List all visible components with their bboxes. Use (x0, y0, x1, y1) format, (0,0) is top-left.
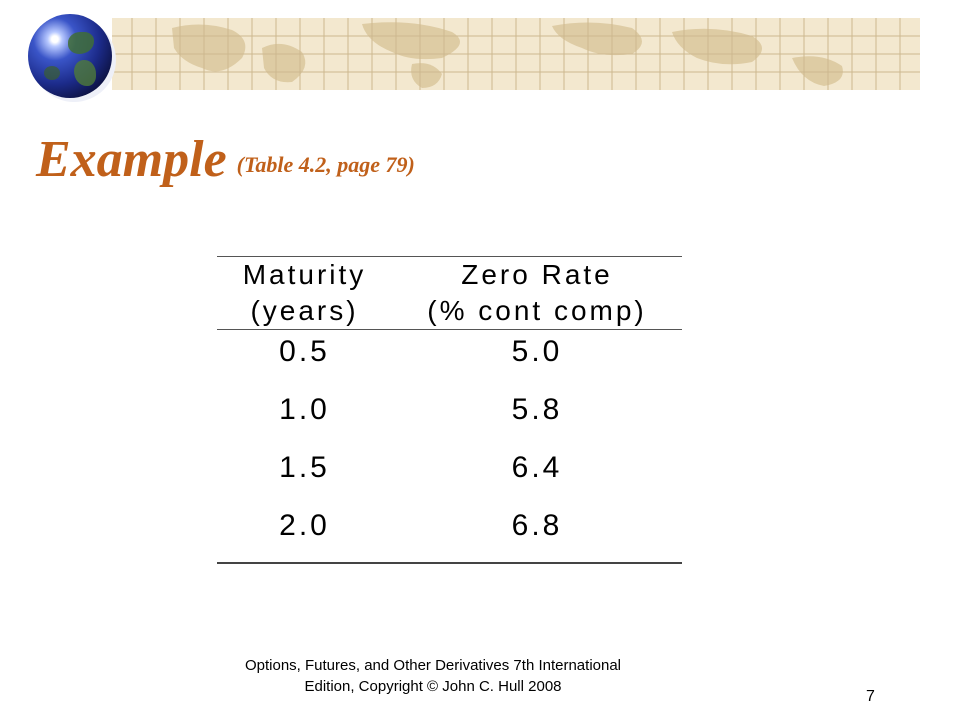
table-body: 0.5 5.0 1.0 5.8 1.5 6.4 2.0 6.8 (217, 330, 682, 562)
header-zero-rate: Zero Rate (% cont comp) (392, 257, 682, 329)
header-maturity: Maturity (years) (217, 257, 392, 329)
slide-title-main: Example (36, 131, 227, 188)
table-bottom-rule (217, 562, 682, 564)
page-number: 7 (866, 688, 875, 705)
table-header: Maturity (years) Zero Rate (% cont comp) (217, 257, 682, 329)
footer-citation: Options, Futures, and Other Derivatives … (188, 655, 678, 697)
cell-maturity: 2.0 (279, 509, 330, 542)
cell-maturity: 1.5 (279, 451, 330, 484)
header-maturity-line2: (years) (250, 295, 359, 326)
cell-maturity: 0.5 (279, 335, 330, 368)
header-zero-rate-line2: (% cont comp) (427, 295, 647, 326)
table-row: 1.0 5.8 (217, 388, 682, 446)
cell-zero-rate: 6.4 (511, 451, 563, 484)
cell-zero-rate: 5.8 (511, 393, 563, 426)
header-maturity-line1: Maturity (242, 259, 367, 290)
footer-line-1: Options, Futures, and Other Derivatives … (244, 657, 622, 674)
header-zero-rate-line1: Zero Rate (461, 259, 613, 290)
table-row: 2.0 6.8 (217, 504, 682, 562)
footer-line-2: Edition, Copyright © John C. Hull 2008 (304, 678, 562, 695)
slide-title: Example (Table 4.2, page 79) (36, 130, 415, 189)
header-banner (112, 18, 920, 90)
cell-maturity: 1.0 (279, 393, 330, 426)
table-row: 0.5 5.0 (217, 330, 682, 388)
table-top-rule (217, 256, 682, 257)
cell-zero-rate: 6.8 (511, 509, 563, 542)
slide-title-reference: (Table 4.2, page 79) (236, 152, 415, 177)
table-row: 1.5 6.4 (217, 446, 682, 504)
cell-zero-rate: 5.0 (511, 335, 563, 368)
zero-rate-table: Maturity (years) Zero Rate (% cont comp)… (217, 256, 682, 564)
globe-icon (28, 14, 112, 98)
table-header-rule (217, 329, 682, 330)
world-map-graphic (112, 18, 920, 90)
